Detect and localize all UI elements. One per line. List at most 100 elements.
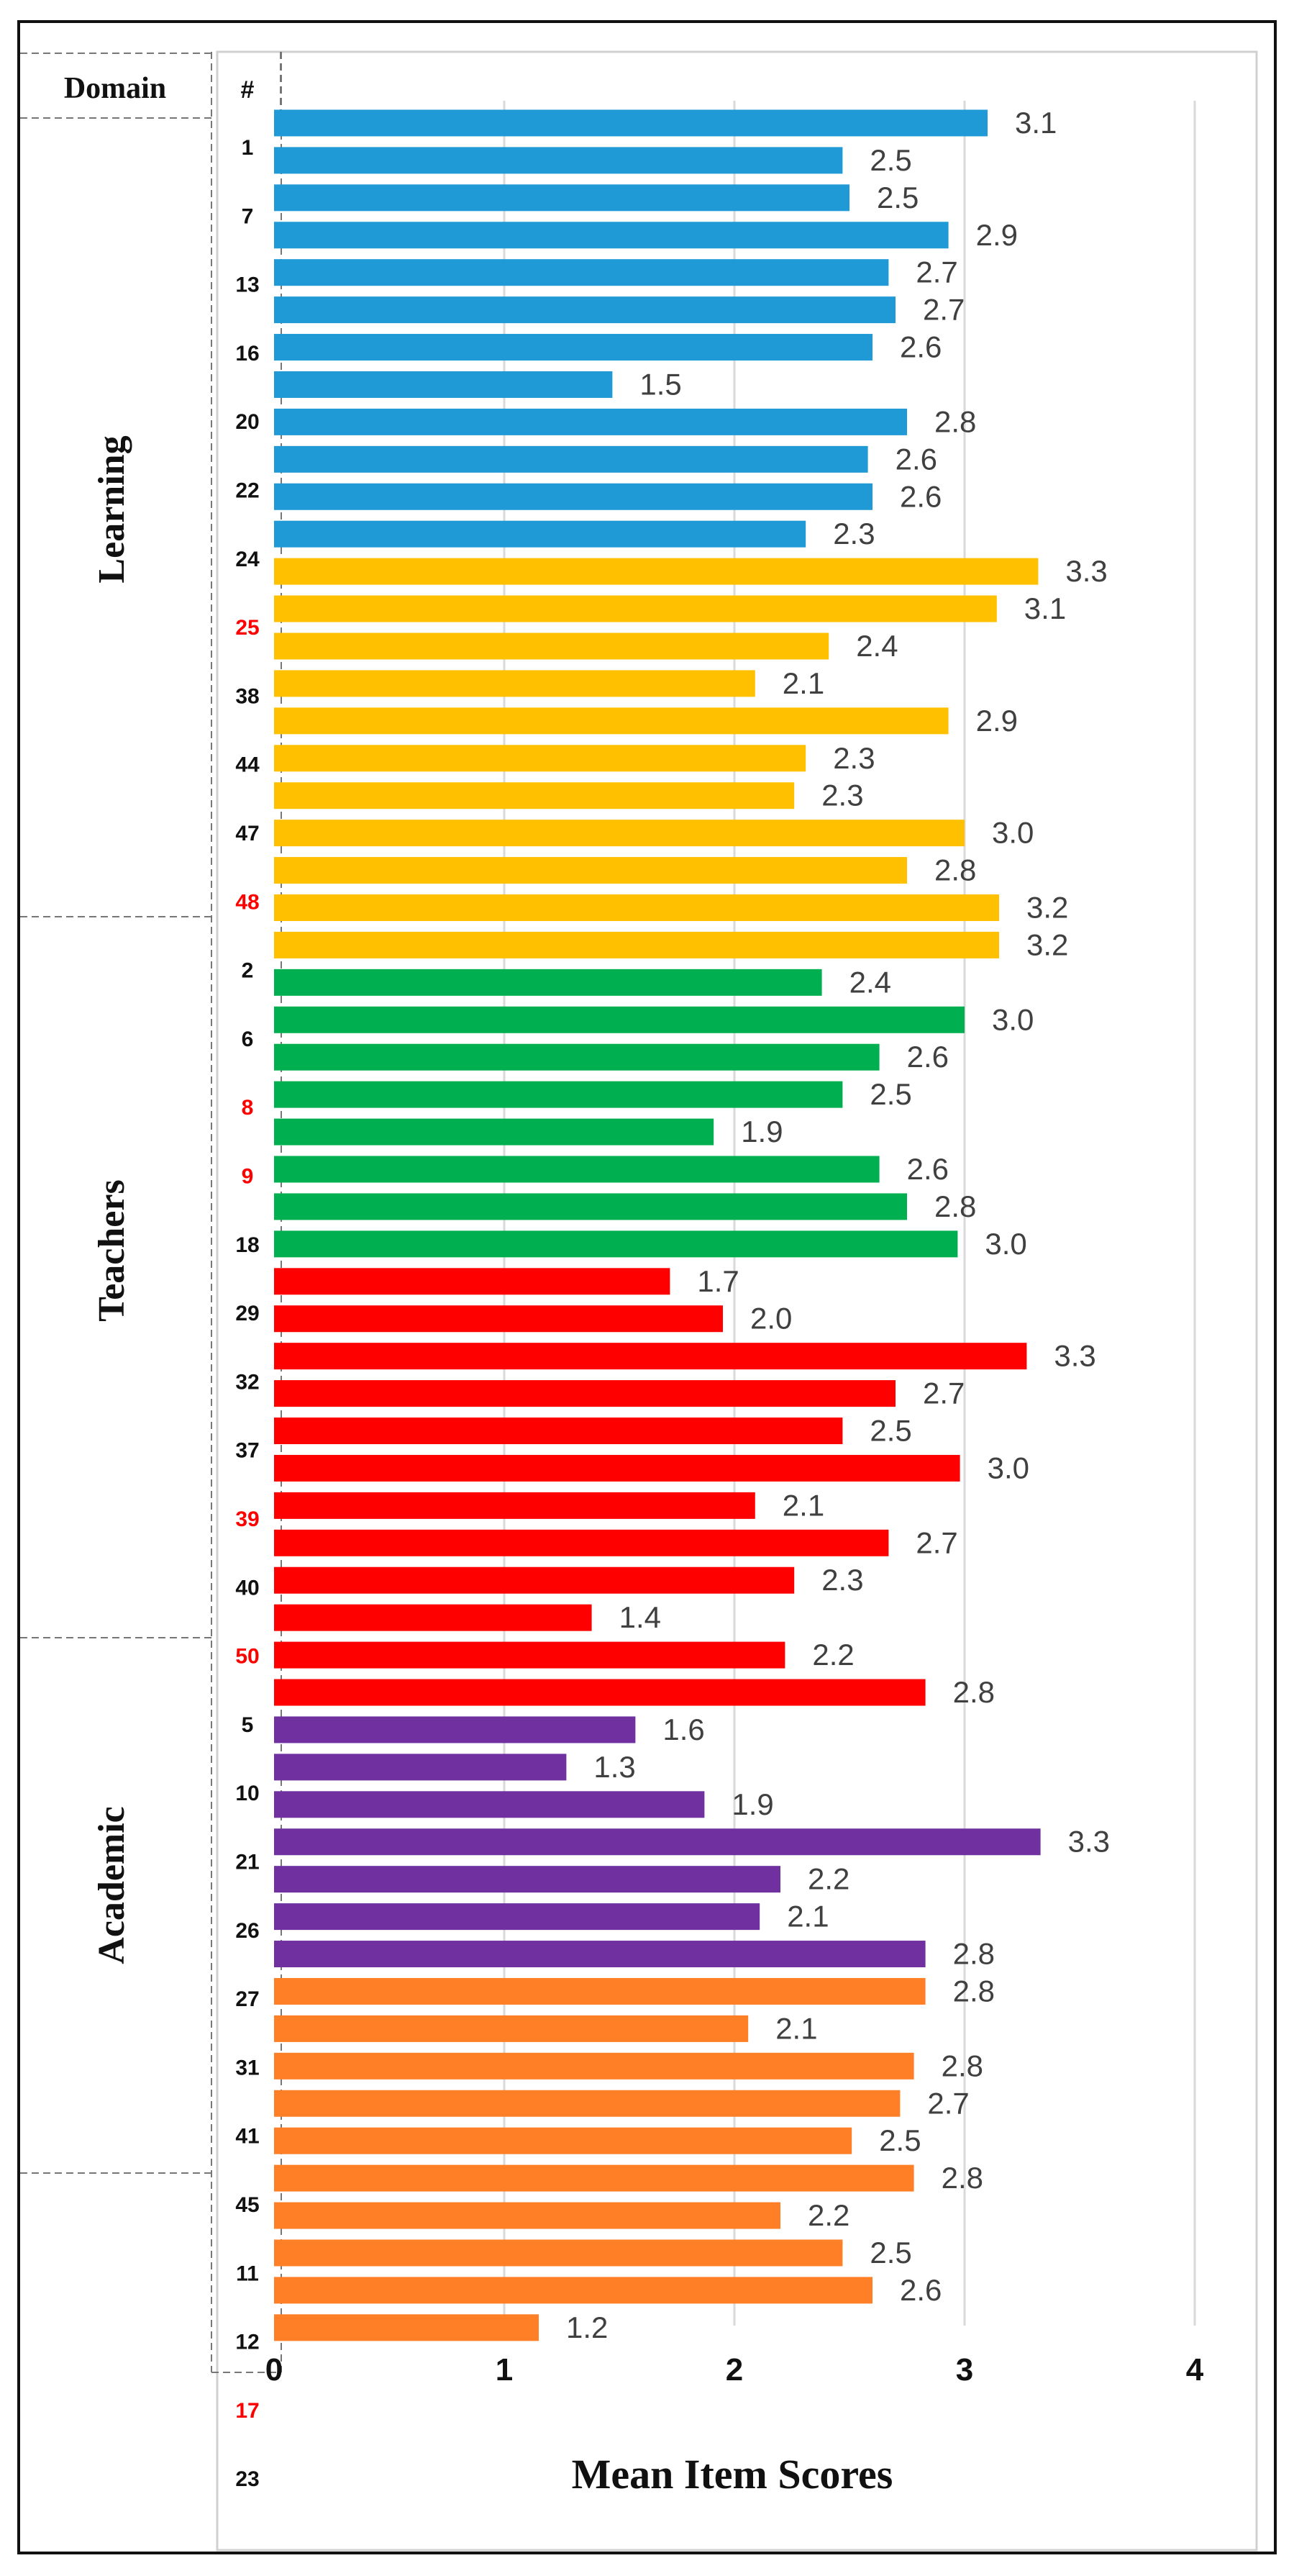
- bar: [274, 1791, 705, 1818]
- bar-value-label: 2.6: [900, 330, 942, 364]
- bar: [274, 296, 896, 324]
- item-number-label: 45: [235, 2193, 259, 2217]
- bar: [274, 931, 999, 958]
- item-number-label: 11: [236, 2262, 259, 2285]
- bar: [274, 371, 613, 398]
- x-tick-label: 3: [956, 2352, 973, 2387]
- bar-value-label: 3.0: [992, 1002, 1034, 1036]
- bar-value-label: 3.0: [992, 816, 1034, 850]
- bar: [274, 2239, 843, 2267]
- bar-value-label: 2.5: [870, 2236, 911, 2269]
- item-number-label: 13: [235, 273, 259, 297]
- item-number-label: 47: [235, 822, 259, 845]
- bar-value-label: 2.3: [833, 741, 875, 775]
- bar-value-label: 2.8: [953, 1974, 995, 2008]
- item-number-label: 1: [242, 136, 254, 160]
- item-number-label: 18: [235, 1233, 259, 1257]
- bar-value-label: 2.3: [833, 517, 875, 550]
- bar-value-label: 2.1: [783, 1488, 824, 1522]
- bar-value-label: 2.6: [907, 1152, 949, 1186]
- bar-value-label: 2.8: [953, 1675, 995, 1709]
- bar-value-label: 2.7: [923, 1377, 965, 1410]
- bar-value-label: 3.1: [1015, 106, 1057, 140]
- item-number-label: 16: [235, 342, 259, 366]
- bar: [274, 1268, 670, 1295]
- item-number-label: 6: [242, 1028, 254, 1051]
- bar: [274, 1754, 567, 1781]
- item-number-label: 25: [235, 616, 259, 640]
- x-tick-label: 1: [496, 2352, 513, 2387]
- bar-value-label: 1.2: [566, 2310, 608, 2344]
- bar: [274, 1006, 965, 1033]
- item-number-label: 5: [242, 1713, 254, 1737]
- domain-label-academic: Academic: [91, 1806, 132, 1964]
- bar: [274, 1418, 843, 1445]
- bar-value-label: 2.0: [750, 1302, 792, 1335]
- bar-value-label: 2.7: [916, 1525, 957, 1559]
- bar-value-label: 1.9: [741, 1115, 783, 1148]
- bar: [274, 1529, 889, 1556]
- bar: [274, 2127, 852, 2154]
- item-number-label: 17: [235, 2399, 259, 2423]
- bar-value-label: 2.9: [976, 704, 1018, 738]
- domain-header: Domain: [64, 72, 166, 105]
- bar-value-label: 2.5: [870, 1077, 911, 1111]
- item-number-label: 40: [235, 1576, 259, 1600]
- bar: [274, 1380, 896, 1407]
- bar: [274, 707, 949, 735]
- bar-value-label: 2.7: [927, 2086, 969, 2120]
- bar: [274, 558, 1039, 585]
- item-number-label: 9: [242, 1165, 254, 1189]
- bar: [274, 184, 849, 212]
- bar: [274, 1903, 760, 1931]
- item-number-label: 24: [235, 548, 260, 571]
- item-number-header: #: [241, 76, 255, 104]
- item-number-label: 10: [235, 1782, 259, 1805]
- bar: [274, 334, 872, 361]
- x-tick-label: 0: [265, 2352, 283, 2387]
- bar: [274, 1043, 880, 1071]
- bar-value-label: 2.3: [821, 779, 863, 812]
- bar: [274, 1118, 714, 1146]
- item-number-label: 22: [235, 479, 259, 503]
- item-number-label: 32: [235, 1370, 259, 1394]
- bar: [274, 820, 965, 847]
- item-number-label: 50: [235, 1645, 259, 1669]
- bar-value-label: 2.1: [787, 1900, 829, 1933]
- bar: [274, 445, 868, 473]
- bar-value-label: 3.2: [1026, 890, 1068, 924]
- bar-value-label: 2.6: [900, 479, 942, 513]
- bar-value-label: 1.5: [639, 367, 681, 401]
- item-number-label: 39: [235, 1507, 259, 1531]
- bar: [274, 259, 889, 286]
- bar-value-label: 2.2: [808, 1862, 849, 1896]
- bar: [274, 1230, 958, 1258]
- bar: [274, 2090, 901, 2117]
- item-number-label: 26: [235, 1919, 259, 1943]
- bar-value-label: 2.2: [808, 2198, 849, 2232]
- item-number-label: 38: [235, 684, 259, 708]
- bar-value-label: 2.6: [896, 442, 937, 476]
- bar-value-label: 2.8: [942, 2049, 983, 2082]
- bar: [274, 745, 806, 772]
- bar: [274, 2015, 749, 2042]
- bar: [274, 1941, 926, 1968]
- bar-value-label: 3.3: [1054, 1339, 1095, 1373]
- bar: [274, 632, 829, 660]
- item-number-label: 12: [235, 2331, 259, 2354]
- bar: [274, 2202, 780, 2229]
- bar-value-label: 2.4: [856, 629, 898, 663]
- bar: [274, 1977, 926, 2005]
- bar-value-label: 2.1: [783, 666, 824, 700]
- bar-value-label: 1.6: [662, 1713, 704, 1746]
- bar-value-label: 2.8: [953, 1937, 995, 1971]
- item-number-label: 21: [235, 1851, 259, 1874]
- bar-value-label: 2.8: [942, 2161, 983, 2195]
- item-number-label: 2: [242, 959, 254, 983]
- x-tick-label: 2: [726, 2352, 743, 2387]
- bar: [274, 483, 872, 510]
- bar: [274, 1828, 1041, 1856]
- bar: [274, 1679, 926, 1706]
- bar: [274, 1866, 780, 1893]
